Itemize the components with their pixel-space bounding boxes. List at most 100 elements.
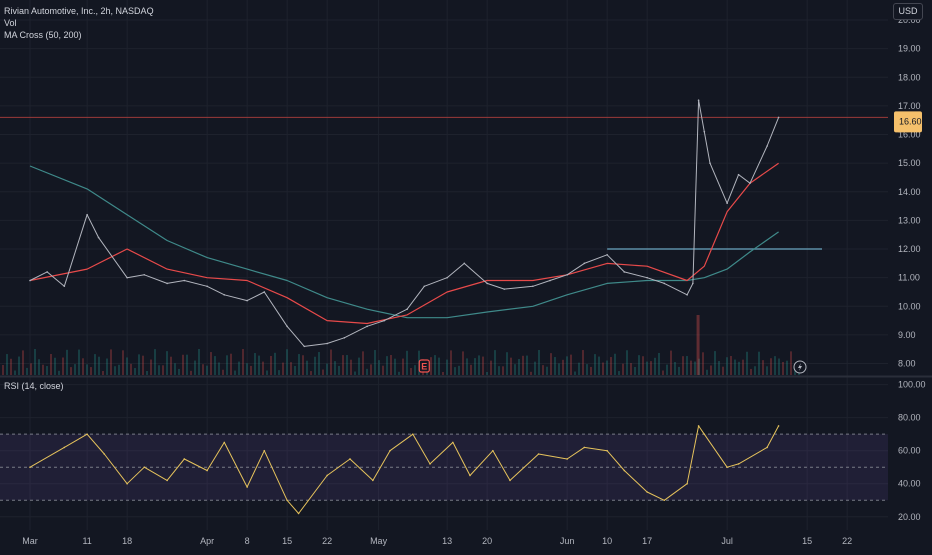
volume-bar xyxy=(570,354,572,375)
price-point xyxy=(766,145,768,147)
volume-bar xyxy=(58,370,60,375)
volume-bar xyxy=(526,355,528,375)
volume-bar xyxy=(326,363,328,375)
rsi-axis[interactable]: 100.00 80.00 60.00 40.00 20.00 xyxy=(898,380,926,522)
price-point xyxy=(583,262,586,265)
rsi-point xyxy=(606,449,608,452)
volume-bar xyxy=(34,348,36,375)
rsi-line[interactable] xyxy=(29,425,780,514)
volume-bar xyxy=(406,350,408,375)
volume-bar xyxy=(282,362,284,375)
volume-bar xyxy=(614,353,616,375)
volume-bar xyxy=(146,370,148,375)
time-tick-label: 15 xyxy=(282,536,292,546)
rsi-label[interactable]: RSI (14, close) xyxy=(4,381,64,391)
volume-bar xyxy=(102,370,104,375)
price-tick-label: 15.00 xyxy=(898,158,921,168)
volume-bar xyxy=(314,356,316,375)
volume-bar xyxy=(534,361,536,375)
symbol-title[interactable]: Rivian Automotive, Inc., 2h, NASDAQ xyxy=(4,6,154,16)
time-tick-label: 10 xyxy=(602,536,612,546)
volume-bar xyxy=(550,353,552,375)
volume-bar xyxy=(438,357,440,375)
volume-bar xyxy=(358,357,360,375)
price-line[interactable] xyxy=(29,99,780,347)
volume-bar xyxy=(730,356,732,375)
volume-bar xyxy=(398,371,400,375)
volume-bar xyxy=(298,354,300,375)
price-axis[interactable]: 20.00 19.00 18.00 17.00 16.00 15.00 14.00 13.00… xyxy=(894,15,922,369)
volume-bar xyxy=(662,370,664,375)
volume-bar xyxy=(666,364,668,375)
volume-bar xyxy=(462,351,464,375)
volume-bar xyxy=(674,362,676,375)
volume-bar xyxy=(242,349,244,375)
volume-bar xyxy=(66,349,68,375)
volume-bar xyxy=(230,353,232,375)
volume-bar xyxy=(10,358,12,375)
lightning-icon[interactable] xyxy=(793,360,807,374)
price-point xyxy=(246,299,248,302)
volume-bar xyxy=(386,356,388,375)
rsi-tick-label: 100.00 xyxy=(898,380,926,390)
volume-bar xyxy=(498,366,500,375)
volume-bar xyxy=(538,350,540,375)
price-tick-label: 16.00 xyxy=(898,130,921,140)
rsi-point xyxy=(63,446,66,449)
rsi-point xyxy=(697,425,700,427)
volume-bar xyxy=(70,367,72,375)
volume-bar xyxy=(6,354,8,375)
volume-bar xyxy=(646,361,648,375)
lightning-icon-glyph xyxy=(798,363,802,371)
volume-bar xyxy=(262,361,264,375)
volume-bar xyxy=(98,356,100,375)
volume-bar xyxy=(578,362,580,375)
rsi-point xyxy=(389,449,391,452)
volume-bar xyxy=(158,365,160,375)
volume-bar xyxy=(74,364,76,375)
volume-bar xyxy=(334,361,336,375)
volume-bar xyxy=(134,368,136,375)
volume-bar xyxy=(50,354,52,375)
time-axis[interactable]: Mar 11 18 Apr 8 15 22 May 13 20 Jun 10 17 Jul 15 22 xyxy=(22,536,852,546)
volume-bar xyxy=(546,366,548,375)
volume-bar xyxy=(442,371,444,375)
ma-cross-label[interactable]: MA Cross (50, 200) xyxy=(4,30,82,40)
volume-bar xyxy=(510,357,512,375)
volume-bar xyxy=(166,351,168,375)
price-point xyxy=(463,262,466,265)
volume-bar xyxy=(170,356,172,375)
volume-bar xyxy=(266,370,268,375)
volume-bar xyxy=(106,358,108,375)
last-price-tag[interactable] xyxy=(894,111,922,133)
ma200-line[interactable] xyxy=(29,165,779,319)
volume-bars xyxy=(2,315,800,375)
volume-bar xyxy=(118,364,120,375)
earnings-badge[interactable] xyxy=(418,359,430,373)
markers[interactable]: E xyxy=(418,359,807,374)
earnings-marker[interactable]: E xyxy=(418,359,430,373)
volume-bar xyxy=(474,358,476,375)
volume-bar xyxy=(274,352,276,375)
volume-label[interactable]: Vol xyxy=(4,18,17,28)
volume-bar xyxy=(234,370,236,375)
series[interactable] xyxy=(29,99,780,515)
volume-bar xyxy=(482,356,484,375)
volume-bar xyxy=(390,355,392,375)
volume-bar xyxy=(650,361,652,375)
last-price-label: 16.60 xyxy=(899,116,922,126)
volume-bar xyxy=(478,355,480,375)
ma50-line[interactable] xyxy=(29,162,779,325)
volume-bar xyxy=(782,361,784,375)
grid xyxy=(0,0,888,530)
currency-button[interactable]: USD xyxy=(893,3,923,20)
rsi-point xyxy=(349,458,351,460)
volume-bar xyxy=(222,369,224,375)
price-point xyxy=(223,294,226,296)
volume-bar xyxy=(38,359,40,375)
volume-bar xyxy=(626,350,628,375)
price-tick-label: 19.00 xyxy=(898,44,921,54)
level-lines[interactable] xyxy=(0,116,888,250)
